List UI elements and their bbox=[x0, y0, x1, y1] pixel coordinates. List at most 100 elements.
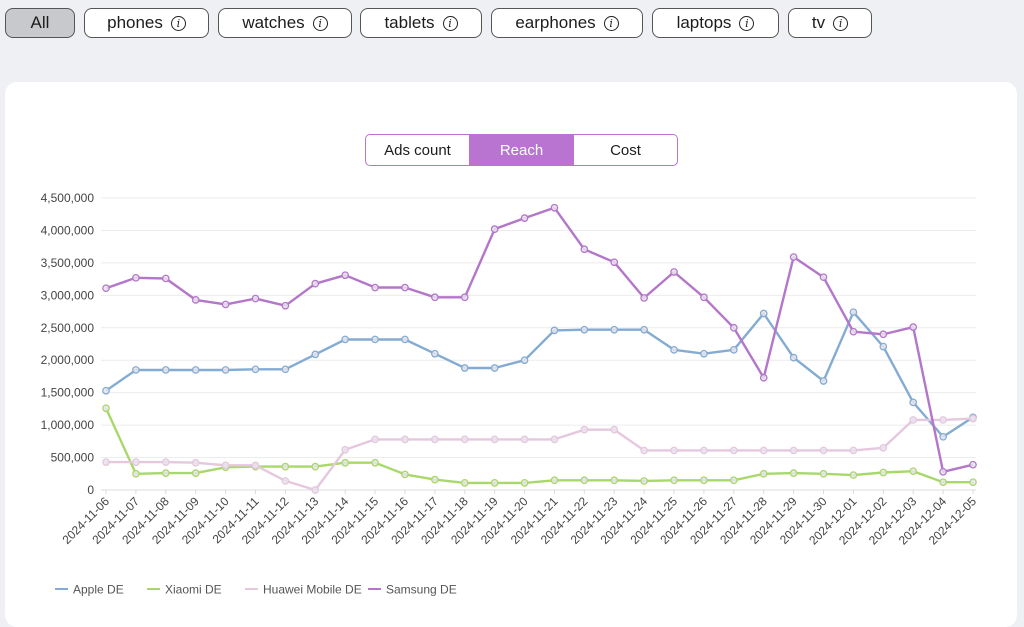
data-point-huawei-mobile-de bbox=[490, 435, 499, 444]
data-point-apple-de bbox=[460, 364, 469, 372]
data-point-huawei-mobile-de bbox=[640, 446, 648, 455]
metric-tab-reach[interactable]: Reach bbox=[469, 135, 573, 165]
metric-toggle: Ads count Reach Cost bbox=[365, 134, 678, 166]
category-button-phones[interactable]: phones i bbox=[84, 8, 209, 38]
data-point-huawei-mobile-de bbox=[460, 435, 469, 444]
data-point-xiaomi-de bbox=[311, 462, 320, 471]
category-label: tv bbox=[811, 13, 826, 32]
category-button-tv[interactable]: tv i bbox=[788, 8, 872, 38]
category-button-watches[interactable]: watches i bbox=[218, 8, 352, 38]
data-point-apple-de bbox=[161, 366, 170, 374]
data-point-xiaomi-de bbox=[460, 479, 469, 487]
data-point-apple-de bbox=[879, 342, 888, 351]
data-point-apple-de bbox=[729, 345, 738, 354]
info-icon[interactable]: i bbox=[833, 15, 849, 31]
data-point-xiaomi-de bbox=[640, 477, 648, 485]
data-point-huawei-mobile-de bbox=[670, 446, 678, 455]
data-point-samsung-de bbox=[969, 460, 977, 469]
data-point-samsung-de bbox=[580, 245, 589, 254]
data-point-apple-de bbox=[700, 349, 708, 358]
category-label: laptops bbox=[676, 13, 732, 32]
data-point-huawei-mobile-de bbox=[700, 446, 708, 455]
data-point-huawei-mobile-de bbox=[939, 416, 947, 424]
data-point-apple-de bbox=[490, 364, 499, 372]
info-icon[interactable]: i bbox=[603, 15, 619, 31]
info-icon[interactable]: i bbox=[312, 15, 328, 31]
data-point-xiaomi-de bbox=[580, 476, 589, 485]
data-point-samsung-de bbox=[221, 300, 230, 309]
category-filter-bar: All phones i watches i tablets i earphones i lapt… bbox=[0, 0, 1024, 54]
metric-tab-ads-count[interactable]: Ads count bbox=[384, 141, 451, 159]
category-button-earphones[interactable]: earphones i bbox=[491, 8, 643, 38]
data-point-apple-de bbox=[520, 356, 529, 365]
data-point-samsung-de bbox=[879, 330, 888, 339]
data-point-samsung-de bbox=[102, 284, 110, 293]
series-line-samsung-de bbox=[105, 206, 974, 473]
data-point-apple-de bbox=[580, 325, 589, 334]
data-point-huawei-mobile-de bbox=[371, 435, 379, 444]
data-point-xiaomi-de bbox=[789, 469, 798, 477]
category-button-laptops[interactable]: laptops i bbox=[652, 8, 779, 38]
data-point-apple-de bbox=[102, 386, 110, 395]
info-icon[interactable]: i bbox=[442, 15, 458, 31]
y-tick-label: 1,500,000 bbox=[41, 386, 95, 400]
data-point-apple-de bbox=[610, 325, 619, 334]
data-point-xiaomi-de bbox=[849, 471, 858, 479]
data-point-apple-de bbox=[849, 308, 858, 317]
data-point-apple-de bbox=[311, 350, 320, 359]
category-label: tablets bbox=[384, 13, 435, 32]
category-button-tablets[interactable]: tablets i bbox=[360, 8, 482, 38]
data-point-apple-de bbox=[401, 335, 409, 344]
data-point-samsung-de bbox=[191, 296, 200, 304]
data-point-xiaomi-de bbox=[281, 462, 290, 471]
data-point-samsung-de bbox=[550, 203, 559, 212]
category-button-all[interactable]: All bbox=[5, 8, 75, 38]
metric-tab-cost[interactable]: Cost bbox=[573, 135, 677, 165]
data-point-xiaomi-de bbox=[610, 476, 619, 485]
data-point-samsung-de bbox=[251, 294, 260, 303]
data-point-xiaomi-de bbox=[670, 476, 678, 485]
info-icon[interactable]: i bbox=[170, 15, 186, 31]
info-icon[interactable]: i bbox=[739, 15, 755, 31]
category-label: phones bbox=[107, 13, 163, 32]
y-tick-label: 4,500,000 bbox=[41, 191, 95, 205]
data-point-huawei-mobile-de bbox=[191, 458, 200, 467]
legend-label: Huawei Mobile DE bbox=[263, 583, 362, 597]
data-point-xiaomi-de bbox=[132, 469, 140, 478]
data-point-xiaomi-de bbox=[161, 469, 170, 477]
y-tick-label: 500,000 bbox=[51, 451, 95, 465]
y-tick-label: 1,000,000 bbox=[41, 418, 95, 432]
legend-label: Samsung DE bbox=[386, 583, 457, 597]
data-point-xiaomi-de bbox=[431, 475, 439, 484]
data-point-huawei-mobile-de bbox=[759, 446, 768, 455]
data-point-samsung-de bbox=[161, 274, 170, 283]
y-tick-label: 3,500,000 bbox=[41, 256, 95, 270]
data-point-apple-de bbox=[191, 366, 200, 374]
series-line-xiaomi-de bbox=[104, 407, 973, 485]
data-point-xiaomi-de bbox=[759, 469, 768, 478]
data-point-samsung-de bbox=[939, 467, 947, 476]
data-point-xiaomi-de bbox=[520, 479, 529, 487]
data-point-apple-de bbox=[132, 366, 140, 374]
data-point-samsung-de bbox=[819, 273, 828, 282]
data-point-samsung-de bbox=[132, 273, 140, 282]
data-point-apple-de bbox=[251, 365, 260, 374]
data-point-apple-de bbox=[371, 335, 379, 344]
data-point-apple-de bbox=[640, 325, 648, 334]
data-point-apple-de bbox=[670, 345, 678, 354]
data-point-apple-de bbox=[909, 398, 918, 407]
data-point-xiaomi-de bbox=[490, 479, 499, 487]
data-point-huawei-mobile-de bbox=[789, 446, 798, 455]
data-point-huawei-mobile-de bbox=[969, 414, 977, 423]
category-label: All bbox=[30, 13, 50, 32]
data-point-huawei-mobile-de bbox=[610, 425, 619, 434]
data-point-huawei-mobile-de bbox=[281, 477, 290, 485]
data-point-samsung-de bbox=[281, 301, 290, 310]
y-tick-label: 2,000,000 bbox=[41, 353, 95, 367]
data-point-samsung-de bbox=[909, 323, 918, 331]
data-point-samsung-de bbox=[520, 214, 529, 222]
data-point-samsung-de bbox=[789, 253, 798, 261]
data-point-xiaomi-de bbox=[401, 470, 409, 479]
data-point-xiaomi-de bbox=[819, 469, 828, 478]
data-point-apple-de bbox=[759, 309, 768, 318]
